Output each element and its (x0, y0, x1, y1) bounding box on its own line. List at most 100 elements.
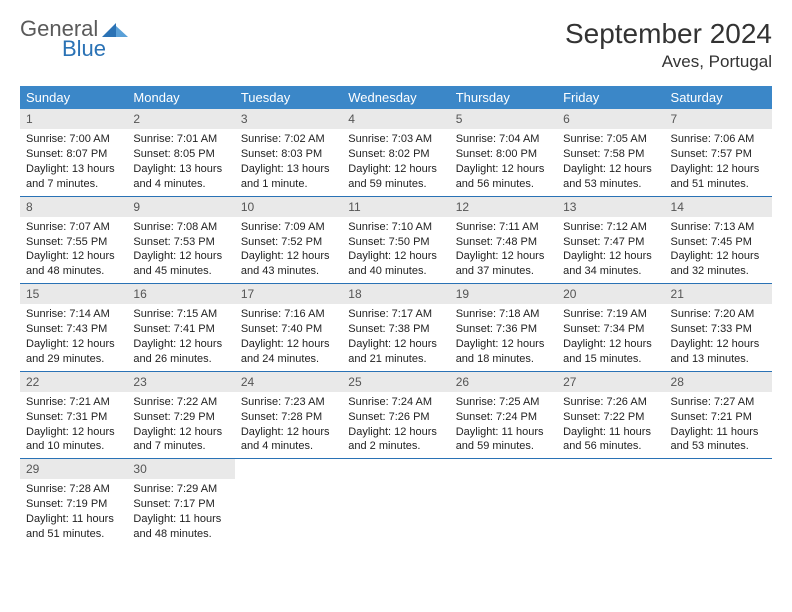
calendar-day-cell: 15Sunrise: 7:14 AMSunset: 7:43 PMDayligh… (20, 284, 127, 372)
day-number: 21 (665, 284, 772, 304)
calendar-day-cell: 16Sunrise: 7:15 AMSunset: 7:41 PMDayligh… (127, 284, 234, 372)
daylight-line: Daylight: 11 hours and 48 minutes. (133, 512, 228, 542)
sunrise-line: Sunrise: 7:09 AM (241, 220, 336, 235)
calendar-day-cell: 30Sunrise: 7:29 AMSunset: 7:17 PMDayligh… (127, 459, 234, 546)
day-number: 13 (557, 197, 664, 217)
day-details: Sunrise: 7:29 AMSunset: 7:17 PMDaylight:… (127, 479, 234, 545)
sunrise-line: Sunrise: 7:20 AM (671, 307, 766, 322)
day-number: 4 (342, 109, 449, 129)
day-details: Sunrise: 7:01 AMSunset: 8:05 PMDaylight:… (127, 129, 234, 195)
daylight-line: Daylight: 12 hours and 18 minutes. (456, 337, 551, 367)
calendar-day-cell: 3Sunrise: 7:02 AMSunset: 8:03 PMDaylight… (235, 109, 342, 196)
calendar-week-row: 8Sunrise: 7:07 AMSunset: 7:55 PMDaylight… (20, 196, 772, 284)
sunrise-line: Sunrise: 7:21 AM (26, 395, 121, 410)
day-details: Sunrise: 7:08 AMSunset: 7:53 PMDaylight:… (127, 217, 234, 283)
daylight-line: Daylight: 11 hours and 53 minutes. (671, 425, 766, 455)
day-details: Sunrise: 7:22 AMSunset: 7:29 PMDaylight:… (127, 392, 234, 458)
title-block: September 2024 Aves, Portugal (565, 18, 772, 72)
sunset-line: Sunset: 8:03 PM (241, 147, 336, 162)
sunrise-line: Sunrise: 7:06 AM (671, 132, 766, 147)
daylight-line: Daylight: 11 hours and 56 minutes. (563, 425, 658, 455)
day-number: 25 (342, 372, 449, 392)
calendar-day-cell: .. (665, 459, 772, 546)
sunrise-line: Sunrise: 7:11 AM (456, 220, 551, 235)
daylight-line: Daylight: 12 hours and 7 minutes. (133, 425, 228, 455)
day-number: 28 (665, 372, 772, 392)
daylight-line: Daylight: 12 hours and 21 minutes. (348, 337, 443, 367)
calendar-day-cell: .. (557, 459, 664, 546)
sunset-line: Sunset: 8:07 PM (26, 147, 121, 162)
sunrise-line: Sunrise: 7:28 AM (26, 482, 121, 497)
calendar-day-cell: 28Sunrise: 7:27 AMSunset: 7:21 PMDayligh… (665, 371, 772, 459)
sunset-line: Sunset: 7:55 PM (26, 235, 121, 250)
brand-mark-icon (102, 21, 128, 37)
calendar-day-cell: 11Sunrise: 7:10 AMSunset: 7:50 PMDayligh… (342, 196, 449, 284)
calendar-day-cell: .. (450, 459, 557, 546)
day-number: 11 (342, 197, 449, 217)
day-number: 23 (127, 372, 234, 392)
day-number: 12 (450, 197, 557, 217)
calendar-week-row: 15Sunrise: 7:14 AMSunset: 7:43 PMDayligh… (20, 284, 772, 372)
calendar-day-cell: .. (235, 459, 342, 546)
daylight-line: Daylight: 12 hours and 37 minutes. (456, 249, 551, 279)
daylight-line: Daylight: 12 hours and 13 minutes. (671, 337, 766, 367)
calendar-day-cell: 29Sunrise: 7:28 AMSunset: 7:19 PMDayligh… (20, 459, 127, 546)
day-number: 8 (20, 197, 127, 217)
day-details: Sunrise: 7:10 AMSunset: 7:50 PMDaylight:… (342, 217, 449, 283)
day-number: 15 (20, 284, 127, 304)
day-details: Sunrise: 7:00 AMSunset: 8:07 PMDaylight:… (20, 129, 127, 195)
day-details: Sunrise: 7:13 AMSunset: 7:45 PMDaylight:… (665, 217, 772, 283)
calendar-day-cell: 26Sunrise: 7:25 AMSunset: 7:24 PMDayligh… (450, 371, 557, 459)
calendar-day-cell: 19Sunrise: 7:18 AMSunset: 7:36 PMDayligh… (450, 284, 557, 372)
day-number: 10 (235, 197, 342, 217)
day-details: Sunrise: 7:19 AMSunset: 7:34 PMDaylight:… (557, 304, 664, 370)
daylight-line: Daylight: 12 hours and 32 minutes. (671, 249, 766, 279)
day-details: Sunrise: 7:03 AMSunset: 8:02 PMDaylight:… (342, 129, 449, 195)
daylight-line: Daylight: 13 hours and 1 minute. (241, 162, 336, 192)
sunrise-line: Sunrise: 7:23 AM (241, 395, 336, 410)
daylight-line: Daylight: 13 hours and 4 minutes. (133, 162, 228, 192)
sunrise-line: Sunrise: 7:01 AM (133, 132, 228, 147)
sunset-line: Sunset: 7:17 PM (133, 497, 228, 512)
sunrise-line: Sunrise: 7:08 AM (133, 220, 228, 235)
sunrise-line: Sunrise: 7:16 AM (241, 307, 336, 322)
calendar-day-cell: 25Sunrise: 7:24 AMSunset: 7:26 PMDayligh… (342, 371, 449, 459)
sunset-line: Sunset: 7:45 PM (671, 235, 766, 250)
calendar-day-cell: 12Sunrise: 7:11 AMSunset: 7:48 PMDayligh… (450, 196, 557, 284)
daylight-line: Daylight: 12 hours and 51 minutes. (671, 162, 766, 192)
sunrise-line: Sunrise: 7:13 AM (671, 220, 766, 235)
calendar-day-cell: 23Sunrise: 7:22 AMSunset: 7:29 PMDayligh… (127, 371, 234, 459)
sunrise-line: Sunrise: 7:14 AM (26, 307, 121, 322)
daylight-line: Daylight: 12 hours and 45 minutes. (133, 249, 228, 279)
day-details: Sunrise: 7:11 AMSunset: 7:48 PMDaylight:… (450, 217, 557, 283)
day-details: Sunrise: 7:02 AMSunset: 8:03 PMDaylight:… (235, 129, 342, 195)
day-number: 17 (235, 284, 342, 304)
day-number: 6 (557, 109, 664, 129)
daylight-line: Daylight: 12 hours and 43 minutes. (241, 249, 336, 279)
sunrise-line: Sunrise: 7:15 AM (133, 307, 228, 322)
daylight-line: Daylight: 12 hours and 48 minutes. (26, 249, 121, 279)
daylight-line: Daylight: 12 hours and 2 minutes. (348, 425, 443, 455)
calendar-day-cell: 7 Sunrise: 7:06 AMSunset: 7:57 PMDaylight… (665, 109, 772, 196)
calendar-day-cell: .. (342, 459, 449, 546)
sunrise-line: Sunrise: 7:22 AM (133, 395, 228, 410)
calendar-day-cell: 5Sunrise: 7:04 AMSunset: 8:00 PMDaylight… (450, 109, 557, 196)
sunrise-line: Sunrise: 7:27 AM (671, 395, 766, 410)
daylight-line: Daylight: 12 hours and 59 minutes. (348, 162, 443, 192)
calendar-day-cell: 24Sunrise: 7:23 AMSunset: 7:28 PMDayligh… (235, 371, 342, 459)
sunrise-line: Sunrise: 7:18 AM (456, 307, 551, 322)
sunset-line: Sunset: 7:57 PM (671, 147, 766, 162)
daylight-line: Daylight: 12 hours and 24 minutes. (241, 337, 336, 367)
sunset-line: Sunset: 7:31 PM (26, 410, 121, 425)
day-number: 3 (235, 109, 342, 129)
day-number: 30 (127, 459, 234, 479)
sunset-line: Sunset: 7:53 PM (133, 235, 228, 250)
sunrise-line: Sunrise: 7:17 AM (348, 307, 443, 322)
calendar-day-cell: 22Sunrise: 7:21 AMSunset: 7:31 PMDayligh… (20, 371, 127, 459)
calendar-day-cell: 17Sunrise: 7:16 AMSunset: 7:40 PMDayligh… (235, 284, 342, 372)
weekday-header-row: Sunday Monday Tuesday Wednesday Thursday… (20, 86, 772, 109)
sunset-line: Sunset: 8:02 PM (348, 147, 443, 162)
day-number: 20 (557, 284, 664, 304)
sunset-line: Sunset: 7:41 PM (133, 322, 228, 337)
day-number: 7 (665, 109, 772, 129)
